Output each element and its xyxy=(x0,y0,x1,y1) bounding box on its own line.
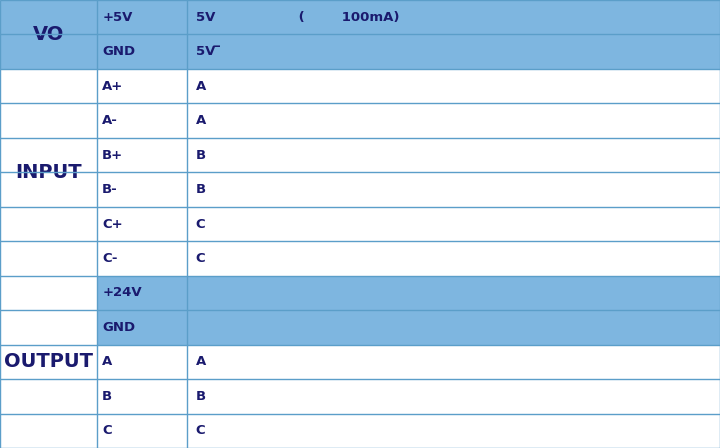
Bar xyxy=(187,103,720,138)
Text: 5V ̅: 5V ̅ xyxy=(196,45,220,58)
Text: INPUT: INPUT xyxy=(15,163,82,182)
Bar xyxy=(97,379,187,414)
Bar xyxy=(187,172,720,207)
Bar xyxy=(0,276,97,448)
Text: C: C xyxy=(196,424,205,437)
Text: VO: VO xyxy=(33,25,64,44)
Bar xyxy=(97,34,187,69)
Text: A: A xyxy=(196,114,206,127)
Text: A: A xyxy=(102,355,112,368)
Bar xyxy=(97,276,187,310)
Text: B: B xyxy=(196,149,206,162)
Bar xyxy=(187,414,720,448)
Text: GND: GND xyxy=(102,321,135,334)
Bar xyxy=(97,138,187,172)
Text: A-: A- xyxy=(102,114,118,127)
Bar xyxy=(0,0,97,69)
Bar xyxy=(0,69,97,276)
Bar xyxy=(187,69,720,103)
Bar xyxy=(97,241,187,276)
Text: B: B xyxy=(196,183,206,196)
Bar xyxy=(97,310,187,345)
Text: +5V: +5V xyxy=(102,11,132,24)
Bar xyxy=(97,0,187,34)
Bar xyxy=(187,379,720,414)
Bar xyxy=(187,345,720,379)
Bar xyxy=(187,276,720,310)
Text: C+: C+ xyxy=(102,217,123,231)
Bar xyxy=(97,345,187,379)
Text: A: A xyxy=(196,80,206,93)
Text: B-: B- xyxy=(102,183,118,196)
Text: A+: A+ xyxy=(102,80,124,93)
Bar xyxy=(97,207,187,241)
Text: A: A xyxy=(196,355,206,368)
Bar xyxy=(187,138,720,172)
Text: OUTPUT: OUTPUT xyxy=(4,352,93,371)
Bar xyxy=(187,310,720,345)
Bar xyxy=(97,69,187,103)
Text: B: B xyxy=(196,390,206,403)
Text: GND: GND xyxy=(102,45,135,58)
Text: C: C xyxy=(196,217,205,231)
Text: 5V                  (        100mA): 5V ( 100mA) xyxy=(196,11,400,24)
Bar xyxy=(97,103,187,138)
Text: B: B xyxy=(102,390,112,403)
Text: +24V: +24V xyxy=(102,286,142,299)
Bar xyxy=(187,0,720,34)
Bar xyxy=(97,172,187,207)
Text: B+: B+ xyxy=(102,149,123,162)
Bar xyxy=(187,241,720,276)
Text: C-: C- xyxy=(102,252,118,265)
Bar xyxy=(187,207,720,241)
Bar xyxy=(187,34,720,69)
Text: C: C xyxy=(102,424,112,437)
Bar xyxy=(97,414,187,448)
Text: C: C xyxy=(196,252,205,265)
